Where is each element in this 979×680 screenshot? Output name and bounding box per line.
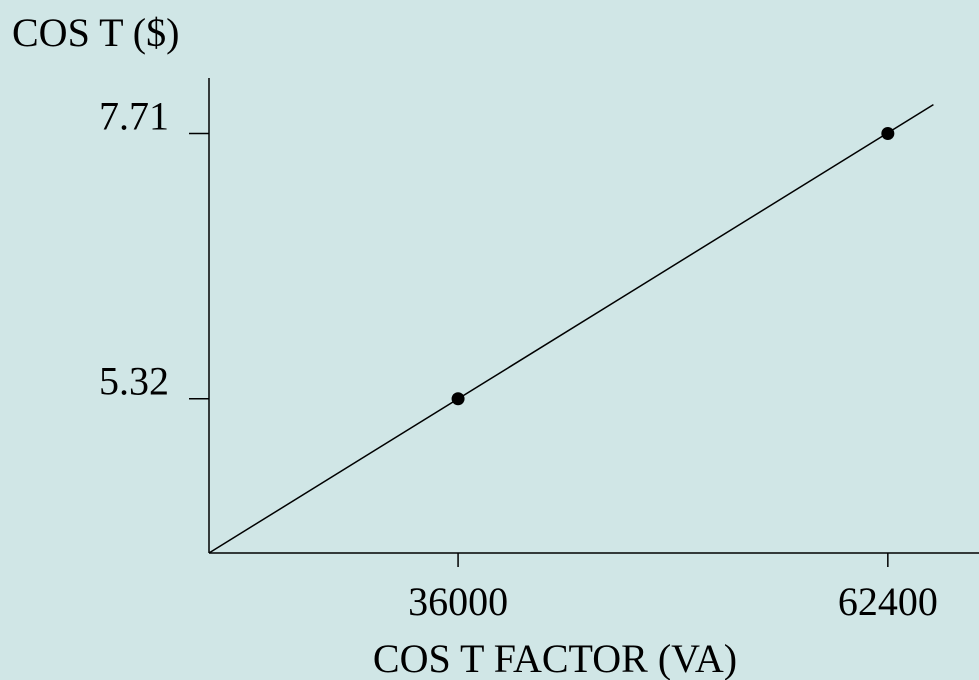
data-points [451, 126, 895, 406]
x-tick-label-2: 62400 [838, 579, 938, 624]
y-tick-label-1: 5.32 [99, 359, 169, 404]
y-ticks: 5.32 7.71 [99, 93, 209, 404]
y-axis-title: COS T ($) [12, 10, 179, 55]
x-ticks: 36000 62400 [408, 553, 938, 624]
fit-line [208, 103, 934, 554]
data-point-2 [881, 126, 895, 140]
x-axis-title: COS T FACTOR (VA) [373, 636, 737, 680]
data-point-1 [451, 392, 465, 406]
y-tick-label-2: 7.71 [99, 93, 169, 138]
x-tick-label-1: 36000 [408, 579, 508, 624]
